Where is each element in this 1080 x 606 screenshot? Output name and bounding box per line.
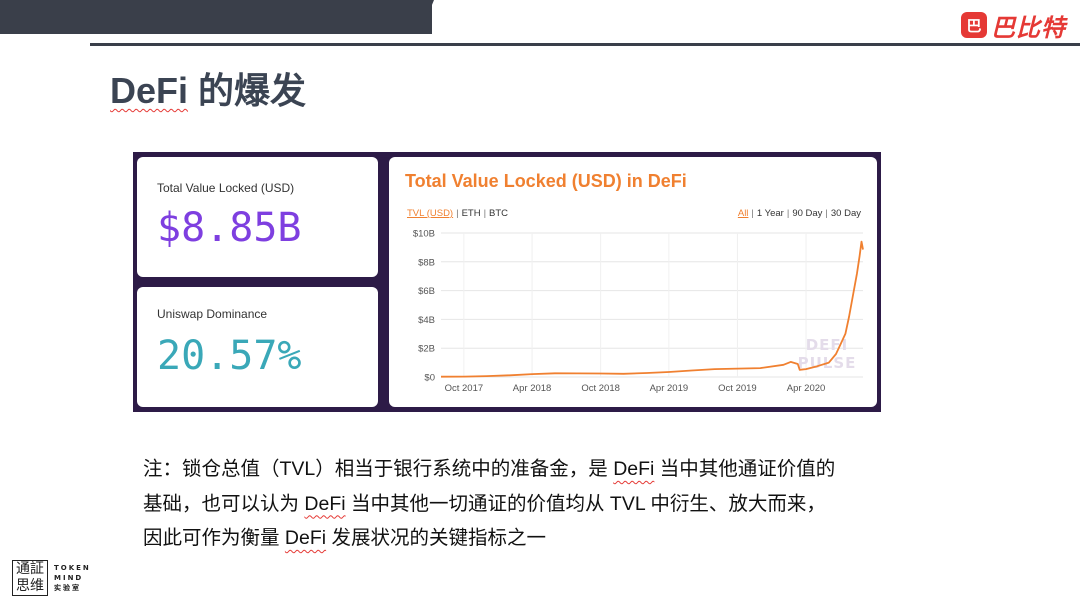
note-defi-term: DeFi	[304, 492, 346, 515]
babite-wordmark: 巴比特	[991, 13, 1066, 42]
note-segment: 因此可作为衡量	[143, 527, 285, 549]
tvl-chart-card: Total Value Locked (USD) in DeFi TVL (US…	[389, 157, 877, 407]
note-segment: 基础，也可以认为	[143, 492, 305, 515]
slide-title: DeFi 的爆发	[110, 62, 306, 114]
note-segment: 发展状况的关键指标之一	[326, 527, 547, 549]
x-tick-label: Oct 2019	[718, 383, 757, 394]
note-segment: 当中其他一切通证的价值均从 TVL 中衍生、放大而来，	[345, 492, 826, 515]
note-segment: 注：锁仓总值（TVL）相当于银行系统中的准备金，是	[143, 458, 614, 480]
babite-badge-icon: 巴	[961, 12, 987, 38]
x-tick-label: Oct 2018	[581, 383, 620, 394]
tvl-value: $8.85B	[157, 205, 302, 251]
uniswap-card: Uniswap Dominance 20.57%	[137, 287, 378, 407]
range-all[interactable]: All	[737, 208, 749, 219]
babite-logo: 巴 巴比特	[961, 10, 1066, 42]
note-defi-term: DeFi	[613, 458, 655, 480]
y-tick-label: $10B	[413, 229, 435, 240]
top-banner-slant	[420, 0, 434, 34]
uniswap-value: 20.57%	[157, 333, 302, 379]
y-tick-label: $8B	[418, 257, 435, 268]
defi-pulse-dashboard: Total Value Locked (USD) $8.85B Uniswap …	[133, 152, 881, 412]
tab-tvl-usd[interactable]: TVL (USD)	[407, 208, 454, 219]
token-mind-logo: 通証思维 TOKEN MIND 实验室	[12, 560, 91, 596]
header-divider	[90, 43, 1080, 46]
y-tick-label: $6B	[418, 286, 435, 297]
note-text: 注：锁仓总值（TVL）相当于银行系统中的准备金，是 DeFi 当中其他通证价值的…	[143, 452, 903, 556]
token-mind-en-mark: TOKEN MIND 实验室	[54, 564, 91, 592]
tab-eth[interactable]: ETH	[461, 208, 481, 219]
y-tick-label: $4B	[418, 315, 435, 326]
x-tick-label: Oct 2017	[445, 383, 484, 394]
y-tick-label: $0	[424, 373, 435, 384]
x-tick-label: Apr 2019	[650, 383, 689, 394]
tvl-series-line	[440, 240, 864, 378]
tvl-label: Total Value Locked (USD)	[157, 181, 295, 195]
uniswap-label: Uniswap Dominance	[157, 307, 268, 321]
x-tick-label: Apr 2020	[787, 383, 826, 394]
note-segment: 当中其他通证价值的	[654, 458, 836, 480]
range-1-year[interactable]: 1 Year	[756, 208, 784, 219]
tab-btc[interactable]: BTC	[489, 208, 509, 219]
chart-tabs: TVL (USD) | ETH | BTC	[407, 208, 509, 219]
slide-title-cn: 的爆发	[188, 70, 307, 111]
chart-ranges: All | 1 Year | 90 Day | 30 Day	[737, 208, 861, 219]
range-30-day[interactable]: 30 Day	[830, 208, 861, 219]
slide-title-en: DeFi	[110, 70, 189, 111]
range-90-day[interactable]: 90 Day	[792, 208, 823, 219]
chart-title: Total Value Locked (USD) in DeFi	[405, 171, 687, 191]
defi-pulse-watermark: DEFI	[806, 336, 849, 354]
x-tick-label: Apr 2018	[513, 383, 552, 394]
y-tick-label: $2B	[418, 344, 435, 355]
tvl-card: Total Value Locked (USD) $8.85B	[137, 157, 378, 277]
top-banner	[0, 0, 432, 34]
token-mind-cn-mark: 通証思维	[12, 560, 48, 596]
tvl-line-chart: $0 $2B $4B $6B $8B $10B Oct 2017 Apr 2018 Oct 20…	[413, 229, 864, 394]
note-defi-term: DeFi	[284, 527, 327, 549]
